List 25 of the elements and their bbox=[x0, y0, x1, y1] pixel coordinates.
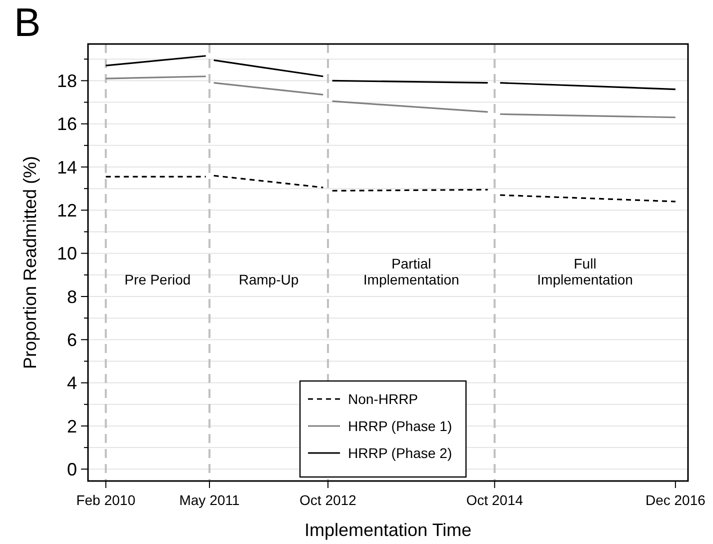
text: B bbox=[14, 1, 41, 45]
x-tick-label: Oct 2014 bbox=[466, 492, 524, 508]
x-tick-label: Feb 2010 bbox=[76, 492, 136, 508]
y-axis-title: Proportion Readmitted (%) bbox=[20, 156, 40, 370]
y-tick-label: 4 bbox=[66, 373, 77, 394]
y-tick-label: 10 bbox=[56, 244, 77, 264]
legend-label: Non-HRRP bbox=[348, 390, 418, 407]
legend-label: HRRP (Phase 1) bbox=[348, 418, 452, 434]
x-tick-label: May 2011 bbox=[179, 492, 240, 508]
annotation: Partial Implementation bbox=[363, 255, 460, 288]
y-tick-label: 0 bbox=[66, 459, 77, 480]
y-tick-label: 2 bbox=[66, 416, 77, 436]
y-tick-label: 12 bbox=[56, 200, 77, 220]
y-tick-label: 6 bbox=[66, 330, 77, 350]
annotation: Pre Period bbox=[124, 271, 191, 288]
legend-label: HRRP (Phase 2) bbox=[348, 444, 452, 461]
y-tick-label: 8 bbox=[66, 286, 77, 307]
y-tick-label: 18 bbox=[56, 70, 77, 91]
y-tick-label: 14 bbox=[56, 157, 77, 178]
y-tick-label: 16 bbox=[56, 114, 77, 134]
annotation: Ramp-Up bbox=[238, 271, 299, 288]
x-tick-label: Dec 2016 bbox=[645, 492, 706, 508]
x-axis-title: Implementation Time bbox=[304, 520, 472, 540]
x-tick-label: Oct 2012 bbox=[300, 492, 357, 508]
annotation: Full Implementation bbox=[537, 255, 633, 288]
